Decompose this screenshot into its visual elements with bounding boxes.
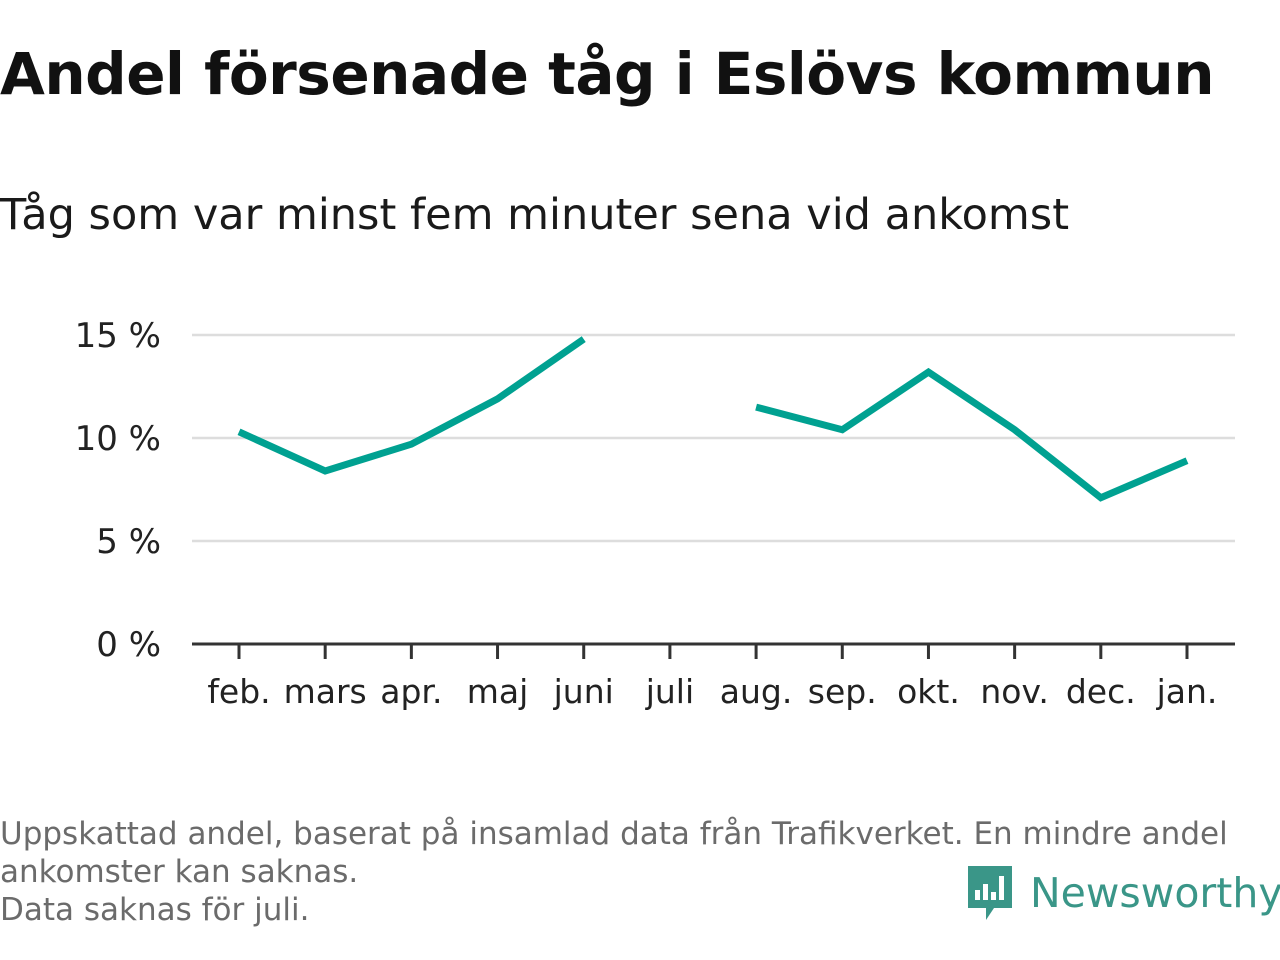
x-tick-label: jan.: [1156, 672, 1218, 711]
chart-subtitle: Tåg som var minst fem minuter sena vid a…: [0, 190, 1070, 240]
series-line-segment: [237, 336, 586, 475]
y-tick-label: 10 %: [75, 419, 161, 459]
x-tick-label: apr.: [380, 672, 442, 711]
x-tick-label: mars: [284, 672, 367, 711]
x-tick-label: sep.: [808, 672, 877, 711]
chart-title: Andel försenade tåg i Eslövs kommun: [0, 40, 1214, 108]
x-tick-label: okt.: [897, 672, 960, 711]
footnote-line-3: Data saknas för juli.: [0, 892, 310, 928]
brand-logo: Newsworthy: [964, 862, 1280, 924]
footnote-line-2: ankomster kan saknas.: [0, 854, 359, 890]
x-tick-label: dec.: [1066, 672, 1136, 711]
x-tick-label: feb.: [207, 672, 270, 711]
y-tick-label: 15 %: [75, 316, 161, 356]
gridlines: [192, 333, 1235, 543]
line-chart: 0 % 5 % 10 % 15 % feb. mars apr. maj juni juli au…: [75, 316, 1235, 711]
newsworthy-logo-icon: [968, 866, 1012, 920]
x-tick-label: maj: [467, 672, 529, 711]
footnote-line-1: Uppskattad andel, baserat på insamlad da…: [0, 816, 1228, 852]
y-tick-label: 0 %: [96, 625, 161, 665]
y-tick-label: 5 %: [96, 522, 161, 562]
x-axis-ticks: feb. mars apr. maj juni juli aug. sep. okt. nov. d…: [207, 644, 1217, 711]
brand-name: Newsworthy: [1030, 869, 1280, 917]
footnote: Uppskattad andel, baserat på insamlad da…: [0, 815, 1270, 929]
series-lines: [237, 336, 1189, 502]
y-axis-ticks: 0 % 5 % 10 % 15 %: [75, 316, 161, 665]
x-tick-label: nov.: [980, 672, 1049, 711]
x-tick-label: aug.: [720, 672, 793, 711]
x-tick-label: juli: [645, 672, 694, 711]
x-tick-label: juni: [553, 672, 614, 711]
series-line-segment: [755, 367, 1189, 502]
